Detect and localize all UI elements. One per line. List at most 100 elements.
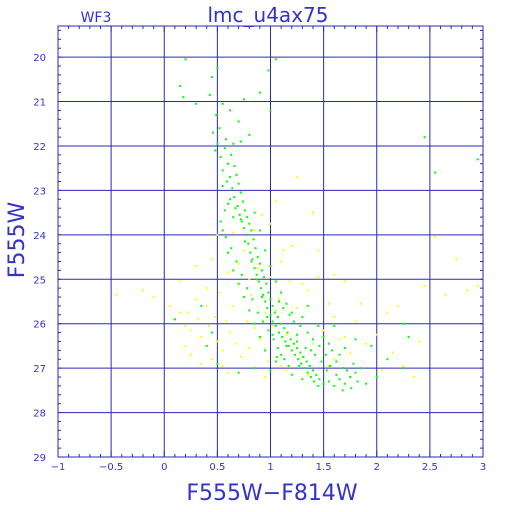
x-tick-label: 2.5: [422, 462, 438, 473]
green-star-point: [246, 216, 249, 219]
x-tick-label: 1.5: [316, 462, 332, 473]
green-star-point: [349, 376, 352, 378]
yellow-star-point: [317, 276, 320, 278]
green-star-point: [320, 360, 323, 363]
green-star-point: [258, 336, 261, 338]
green-star-point: [287, 364, 290, 367]
green-star-point: [238, 213, 241, 216]
yellow-star-point: [267, 360, 270, 363]
green-star-point: [299, 324, 302, 327]
y-tick-label: 27: [33, 364, 46, 375]
yellow-star-point: [333, 358, 336, 361]
green-star-point: [253, 322, 256, 325]
green-star-point: [299, 351, 302, 354]
green-star-point: [275, 356, 278, 358]
yellow-star-point: [207, 324, 210, 327]
green-star-point: [346, 369, 348, 372]
yellow-star-point: [253, 327, 256, 330]
yellow-star-point: [227, 371, 229, 374]
yellow-star-point: [274, 200, 277, 203]
green-star-point: [221, 102, 224, 105]
green-star-point: [254, 247, 257, 250]
yellow-star-point: [261, 213, 263, 216]
yellow-star-point: [253, 229, 256, 232]
y-tick-label: 26: [33, 320, 46, 331]
yellow-star-point: [434, 236, 437, 239]
green-star-point: [216, 362, 219, 365]
green-star-point: [313, 380, 316, 383]
yellow-star-point: [397, 304, 399, 307]
x-tick-labels: −1 −0.5 0 0.5 1 1.5 2 2.5 3: [51, 462, 487, 473]
green-star-point: [221, 229, 224, 232]
green-star-point: [223, 147, 226, 150]
yellow-star-point: [317, 249, 320, 252]
green-star-point: [252, 238, 255, 241]
green-star-point: [314, 353, 317, 356]
green-star-point: [312, 369, 314, 372]
green-star-point: [271, 304, 274, 307]
yellow-star-point: [189, 353, 192, 356]
green-star-point: [269, 298, 272, 301]
yellow-star-point: [322, 329, 325, 332]
green-star-point: [280, 291, 283, 294]
green-star-point: [231, 187, 234, 190]
yellow-star-point: [306, 289, 309, 292]
yellow-star-point: [224, 320, 227, 323]
green-star-point: [267, 291, 270, 294]
green-star-point: [237, 282, 240, 285]
green-star-point: [262, 293, 265, 296]
green-star-point: [271, 333, 274, 336]
green-star-point: [365, 382, 368, 385]
green-star-point: [352, 362, 355, 365]
green-star-point: [233, 196, 236, 199]
green-star-point: [306, 371, 309, 374]
green-star-point: [327, 342, 330, 345]
green-star-point: [296, 347, 299, 350]
green-star-point: [276, 347, 279, 350]
yellow-star-point: [264, 311, 267, 314]
yellow-star-point: [444, 293, 447, 296]
yellow-star-point: [205, 304, 208, 307]
green-star-point: [309, 349, 312, 352]
green-star-point: [218, 127, 221, 130]
green-star-point: [272, 338, 275, 341]
green-star-point: [343, 347, 346, 350]
green-star-point: [224, 138, 227, 141]
green-star-point: [296, 333, 299, 336]
green-star-point: [335, 373, 338, 376]
green-star-point: [258, 91, 261, 94]
yellow-star-point: [200, 362, 203, 365]
yellow-star-point: [258, 338, 261, 341]
y-tick-label: 21: [33, 98, 46, 109]
green-star-point: [290, 349, 293, 352]
green-star-point: [306, 331, 309, 334]
x-tick-label: 0.5: [209, 462, 225, 473]
green-star-point: [229, 109, 232, 112]
yellow-star-point: [381, 369, 384, 372]
green-star-point: [274, 324, 277, 327]
y-tick-labels: 20 21 22 23 24 25 26 27 28 29: [33, 53, 46, 464]
yellow-star-point: [229, 331, 232, 334]
yellow-star-point: [250, 293, 253, 296]
green-star-point: [264, 349, 267, 352]
green-star-point: [235, 260, 238, 263]
green-star-point: [354, 338, 357, 341]
green-star-point: [267, 329, 270, 332]
green-star-point: [287, 344, 290, 347]
yellow-star-point: [269, 276, 272, 278]
green-star-point: [259, 287, 262, 290]
yellow-star-point: [195, 298, 198, 301]
green-star-point: [223, 209, 226, 212]
green-star-point: [200, 304, 203, 307]
y-tick-label: 20: [33, 53, 46, 64]
green-star-point: [239, 191, 242, 194]
yellow-star-point: [218, 291, 221, 294]
yellow-star-point: [232, 231, 235, 234]
x-tick-label: −0.5: [99, 462, 123, 473]
green-star-point: [303, 367, 306, 370]
green-star-point: [219, 220, 222, 223]
green-star-point: [233, 165, 236, 167]
yellow-star-point: [216, 340, 219, 343]
green-star-point: [251, 298, 254, 301]
